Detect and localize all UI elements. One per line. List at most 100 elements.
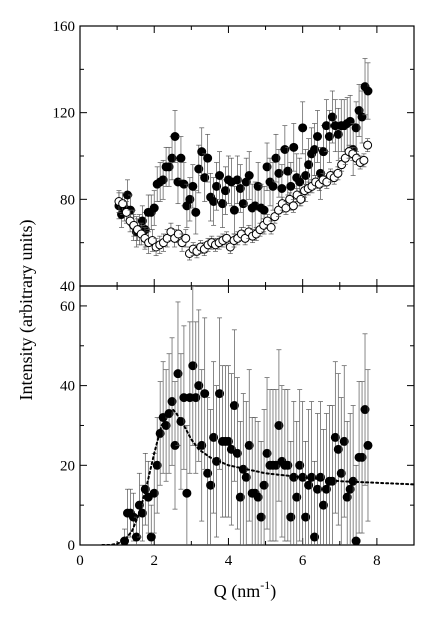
filled-data-point — [310, 145, 320, 154]
filled-data-point — [223, 436, 233, 446]
open-data-point — [333, 168, 343, 178]
filled-data-point — [274, 420, 284, 430]
filled-data-point — [310, 532, 320, 542]
filled-data-point — [191, 207, 201, 217]
open-data-point — [266, 223, 276, 232]
filled-data-point — [363, 440, 373, 450]
open-data-point — [222, 233, 232, 243]
filled-data-point — [185, 194, 195, 204]
filled-data-point — [209, 432, 219, 442]
filled-data-point — [206, 480, 216, 490]
y-tick-label: 20 — [60, 458, 75, 474]
filled-data-point — [283, 460, 293, 470]
filled-data-point — [229, 205, 239, 215]
x-tick-label: 0 — [76, 553, 84, 569]
open-data-point — [121, 207, 131, 217]
x-axis-label: Q (nm-1) — [214, 578, 277, 602]
filled-data-point — [298, 123, 308, 133]
filled-data-point — [262, 448, 272, 458]
filled-data-point — [304, 480, 314, 490]
filled-data-point — [229, 401, 239, 411]
x-tick-label: 2 — [150, 553, 158, 569]
filled-data-point — [330, 432, 340, 442]
filled-data-point — [304, 160, 314, 170]
open-data-point — [118, 199, 128, 209]
y-axis-label: Intensity (arbitrary units) — [16, 220, 37, 401]
filled-data-point — [333, 444, 343, 454]
open-data-point — [363, 140, 373, 150]
filled-data-point — [244, 440, 254, 450]
filled-data-point — [301, 171, 311, 180]
filled-data-point — [235, 184, 245, 193]
filled-data-point — [203, 153, 213, 163]
filled-data-point — [146, 532, 156, 542]
bottom-panel: 0 2 4 6 8 0 20 40 60 — [60, 285, 415, 569]
filled-data-point — [203, 468, 213, 478]
x-axis-label-main: Q (nm — [214, 581, 261, 602]
filled-data-point — [318, 500, 328, 510]
open-data-point — [181, 233, 191, 243]
filled-data-point — [313, 132, 323, 141]
filled-data-point — [324, 132, 334, 141]
filled-data-point — [360, 405, 370, 415]
filled-data-point — [194, 164, 204, 174]
open-data-point — [288, 201, 298, 211]
filled-data-point — [363, 86, 373, 96]
open-data-point — [296, 194, 306, 204]
y-tick-label: 160 — [53, 19, 76, 35]
y-tick-label: 40 — [60, 279, 75, 295]
filled-data-point — [232, 448, 242, 458]
filled-data-point — [345, 484, 355, 494]
filled-data-point — [188, 181, 198, 191]
filled-data-point — [256, 512, 266, 522]
filled-data-point — [357, 452, 367, 462]
filled-data-point — [149, 488, 159, 498]
y-tick-label: 120 — [53, 106, 76, 122]
filled-data-point — [244, 171, 254, 180]
filled-data-point — [200, 173, 210, 183]
y-tick-label: 40 — [60, 379, 75, 395]
filled-data-point — [351, 536, 361, 545]
filled-data-point — [167, 153, 177, 163]
filled-data-point — [197, 440, 207, 450]
filled-data-point — [286, 512, 296, 522]
filled-data-point — [301, 512, 311, 522]
filled-data-point — [268, 181, 278, 191]
filled-data-point — [259, 480, 269, 490]
x-axis-label-superscript: -1 — [260, 578, 270, 592]
filled-data-point — [200, 389, 210, 399]
open-data-point — [359, 155, 369, 165]
filled-data-point — [313, 484, 323, 494]
filled-data-point — [173, 369, 183, 379]
model-fit-line — [101, 408, 414, 545]
filled-data-point — [220, 186, 230, 196]
filled-data-point — [188, 361, 198, 371]
filled-data-point — [295, 177, 305, 187]
filled-data-point — [182, 488, 192, 498]
open-data-point — [281, 203, 291, 213]
filled-data-point — [215, 171, 225, 180]
filled-data-point — [277, 184, 287, 193]
filled-data-point — [167, 397, 177, 407]
filled-data-point — [152, 460, 162, 470]
filled-data-point — [271, 153, 281, 163]
bottom-data-layer — [101, 286, 414, 545]
filled-data-point — [321, 121, 331, 131]
filled-data-point — [212, 181, 222, 191]
top-panel: 40 80 120 160 — [53, 19, 415, 295]
filled-data-point — [149, 203, 159, 213]
filled-data-point — [286, 181, 296, 191]
filled-data-point — [262, 162, 272, 172]
filled-data-point — [259, 205, 269, 215]
filled-data-point — [327, 112, 337, 122]
filled-data-point — [164, 162, 174, 172]
filled-data-point — [339, 436, 349, 446]
filled-data-point — [215, 389, 225, 399]
filled-data-point — [158, 175, 168, 185]
filled-data-point — [253, 492, 263, 502]
x-tick-label: 4 — [225, 553, 233, 569]
filled-data-point — [333, 129, 343, 139]
filled-data-point — [235, 492, 245, 502]
filled-data-point — [336, 468, 346, 478]
